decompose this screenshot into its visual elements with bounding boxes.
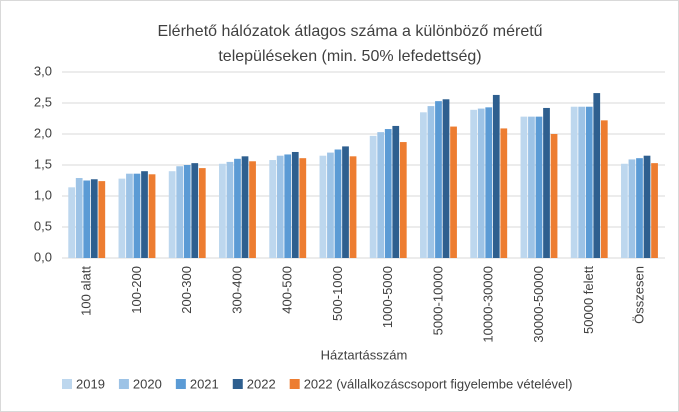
bar xyxy=(399,142,407,258)
x-tick-label: 200-300 xyxy=(179,266,194,314)
bar xyxy=(226,161,234,258)
bar xyxy=(520,116,528,258)
bar xyxy=(176,166,184,258)
bar xyxy=(643,155,651,258)
bar xyxy=(342,146,349,258)
bar xyxy=(219,163,226,258)
bar xyxy=(442,99,450,258)
bar xyxy=(500,128,508,258)
bar xyxy=(191,163,199,258)
bar xyxy=(492,94,500,258)
y-tick-label: 0,5 xyxy=(34,218,52,233)
x-tick-label: 10000-30000 xyxy=(481,266,496,343)
bar xyxy=(334,149,342,258)
legend-label: 2022 (vállalkozáscsoport figyelembe véte… xyxy=(304,376,573,391)
y-tick-label: 2,5 xyxy=(34,94,52,109)
bar xyxy=(90,179,98,258)
bar xyxy=(578,106,586,258)
x-tick-label: 500-1000 xyxy=(330,266,345,321)
x-tick-label: Összesen xyxy=(631,266,646,324)
bar xyxy=(284,154,292,258)
bar xyxy=(628,159,636,258)
legend-swatch xyxy=(118,379,129,389)
bar xyxy=(621,163,628,258)
bar xyxy=(276,155,284,258)
x-tick-label: 50000 felett xyxy=(581,266,596,334)
bar xyxy=(269,160,277,258)
legend-swatch xyxy=(175,379,186,389)
bar xyxy=(299,158,307,258)
bar xyxy=(349,156,357,258)
bar xyxy=(319,155,327,258)
bar xyxy=(126,173,133,258)
bar xyxy=(585,106,593,258)
x-tick-label: 100 alatt xyxy=(79,266,94,316)
bar xyxy=(75,178,83,258)
y-tick-label: 0,0 xyxy=(34,249,52,264)
bar xyxy=(291,151,299,258)
y-tick-label: 3,0 xyxy=(34,63,52,78)
y-tick-label: 1,5 xyxy=(34,156,52,171)
x-tick-label: 5000-10000 xyxy=(430,266,445,335)
bar xyxy=(384,129,392,258)
bar xyxy=(198,168,206,258)
bar xyxy=(636,158,643,258)
x-tick-label: 30000-50000 xyxy=(531,266,546,343)
bar xyxy=(450,126,457,258)
bar xyxy=(392,125,400,258)
bar xyxy=(118,178,126,258)
legend-swatch xyxy=(289,379,300,389)
bar xyxy=(377,132,385,258)
bar xyxy=(241,156,249,258)
bar xyxy=(133,173,141,258)
bar xyxy=(651,163,658,258)
bar xyxy=(528,116,535,258)
legend-label: 2020 xyxy=(133,376,162,391)
bar xyxy=(470,109,478,258)
y-tick-label: 2,0 xyxy=(34,125,52,140)
bar xyxy=(600,120,608,258)
chart-title: településeken (min. 50% lefedettség) xyxy=(218,48,481,65)
legend-swatch xyxy=(62,379,72,389)
legend-label: 2021 xyxy=(190,376,219,391)
bar xyxy=(477,108,485,258)
bar xyxy=(83,180,91,258)
bar xyxy=(550,134,558,258)
x-tick-label: 400-500 xyxy=(280,266,295,314)
bar xyxy=(68,187,76,258)
bar xyxy=(249,161,256,258)
legend-label: 2022 xyxy=(247,376,276,391)
bar xyxy=(234,158,241,258)
bar xyxy=(420,112,427,258)
legend-swatch xyxy=(232,379,243,389)
x-tick-label: 1000-5000 xyxy=(380,266,395,328)
bar xyxy=(535,116,543,258)
bar xyxy=(141,171,148,258)
bar xyxy=(435,101,442,258)
x-axis-label: Háztartásszám xyxy=(321,347,408,362)
legend-label: 2019 xyxy=(76,376,105,391)
bar xyxy=(427,106,435,258)
bar xyxy=(327,152,334,258)
bar xyxy=(543,107,550,259)
bar xyxy=(570,106,578,258)
bar xyxy=(148,174,156,258)
y-tick-label: 1,0 xyxy=(34,187,52,202)
x-tick-label: 300-400 xyxy=(229,266,244,314)
bar xyxy=(168,171,176,258)
bar xyxy=(369,135,377,258)
x-tick-label: 100-200 xyxy=(129,266,144,314)
bar xyxy=(98,181,106,258)
bar xyxy=(485,107,493,258)
chart-title: Elérhető hálózatok átlagos száma a külön… xyxy=(157,23,542,40)
bar xyxy=(593,93,601,258)
bar xyxy=(183,165,191,258)
